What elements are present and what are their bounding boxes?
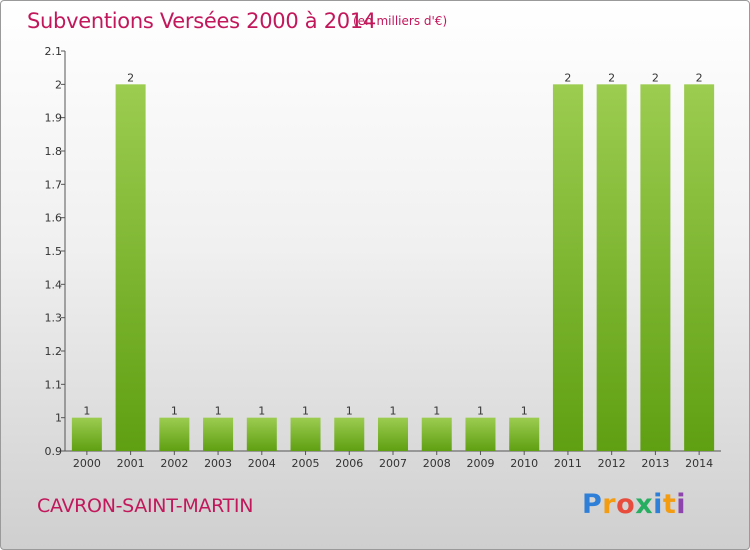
proxiti-logo[interactable]: Proxiti xyxy=(582,489,687,520)
x-tick-label: 2004 xyxy=(248,457,276,470)
bar-2011[interactable] xyxy=(552,84,583,451)
commune-name: CAVRON-SAINT-MARTIN xyxy=(37,495,254,517)
y-tick-label: 1.6 xyxy=(45,212,63,225)
y-tick-label: 1.4 xyxy=(45,278,63,291)
bar-2009[interactable] xyxy=(465,417,496,451)
bar-2007[interactable] xyxy=(378,417,408,451)
y-tick-label: 1.7 xyxy=(45,178,63,191)
bar-2000[interactable] xyxy=(71,417,102,451)
data-label: 1 xyxy=(171,405,178,418)
bar-2004[interactable] xyxy=(246,417,277,451)
y-tick-label: 2.1 xyxy=(45,45,63,58)
data-label: 1 xyxy=(390,405,397,418)
y-tick-label: 1.2 xyxy=(45,345,63,358)
y-tick-label: 1.5 xyxy=(45,245,63,258)
x-tick-label: 2011 xyxy=(554,457,582,470)
x-tick-label: 2014 xyxy=(685,457,713,470)
bar-2010[interactable] xyxy=(509,417,540,451)
y-tick-label: 0.9 xyxy=(45,445,63,458)
bar-2013[interactable] xyxy=(640,84,671,451)
y-tick-label: 1.1 xyxy=(45,378,63,391)
bar-2006[interactable] xyxy=(334,417,365,451)
chart-subtitle: (en milliers d'€) xyxy=(353,14,448,28)
chart-bars xyxy=(71,84,715,451)
bar-2012[interactable] xyxy=(596,84,627,451)
x-tick-label: 2008 xyxy=(423,457,451,470)
x-tick-label: 2001 xyxy=(117,457,145,470)
data-label: 1 xyxy=(433,405,440,418)
data-label: 2 xyxy=(608,71,615,84)
bar-2002[interactable] xyxy=(159,417,190,451)
y-tick-label: 1.8 xyxy=(45,145,63,158)
x-tick-label: 2006 xyxy=(335,457,363,470)
x-tick-label: 2010 xyxy=(510,457,538,470)
x-tick-label: 2012 xyxy=(598,457,626,470)
bar-2001[interactable] xyxy=(115,84,146,451)
x-tick-label: 2005 xyxy=(292,457,320,470)
x-tick-label: 2003 xyxy=(204,457,232,470)
data-label: 1 xyxy=(302,405,309,418)
y-tick-label: 1.9 xyxy=(45,112,63,125)
bar-2008[interactable] xyxy=(421,417,452,451)
bar-2003[interactable] xyxy=(203,417,234,451)
data-label: 1 xyxy=(521,405,528,418)
data-label: 2 xyxy=(564,71,571,84)
y-tick-label: 1.3 xyxy=(45,312,63,325)
data-label: 1 xyxy=(258,405,265,418)
y-tick-label: 2 xyxy=(55,78,62,91)
data-label: 2 xyxy=(696,71,703,84)
data-label: 1 xyxy=(83,405,90,418)
y-tick-label: 1 xyxy=(55,412,62,425)
data-label: 2 xyxy=(652,71,659,84)
x-tick-label: 2007 xyxy=(379,457,407,470)
bar-2014[interactable] xyxy=(684,84,715,451)
x-tick-label: 2009 xyxy=(466,457,494,470)
x-tick-label: 2002 xyxy=(160,457,188,470)
data-label: 1 xyxy=(477,405,484,418)
chart-title: Subventions Versées 2000 à 2014 xyxy=(27,9,376,33)
x-tick-label: 2013 xyxy=(641,457,669,470)
bar-2005[interactable] xyxy=(290,417,321,451)
data-label: 2 xyxy=(127,71,134,84)
x-tick-label: 2000 xyxy=(73,457,101,470)
data-label: 1 xyxy=(215,405,222,418)
data-label: 1 xyxy=(346,405,353,418)
chart-labels: 1 2000 2 2001 1 2002 1 2003 1 2004 1 2005 1 2006 1 2007… xyxy=(73,71,713,470)
